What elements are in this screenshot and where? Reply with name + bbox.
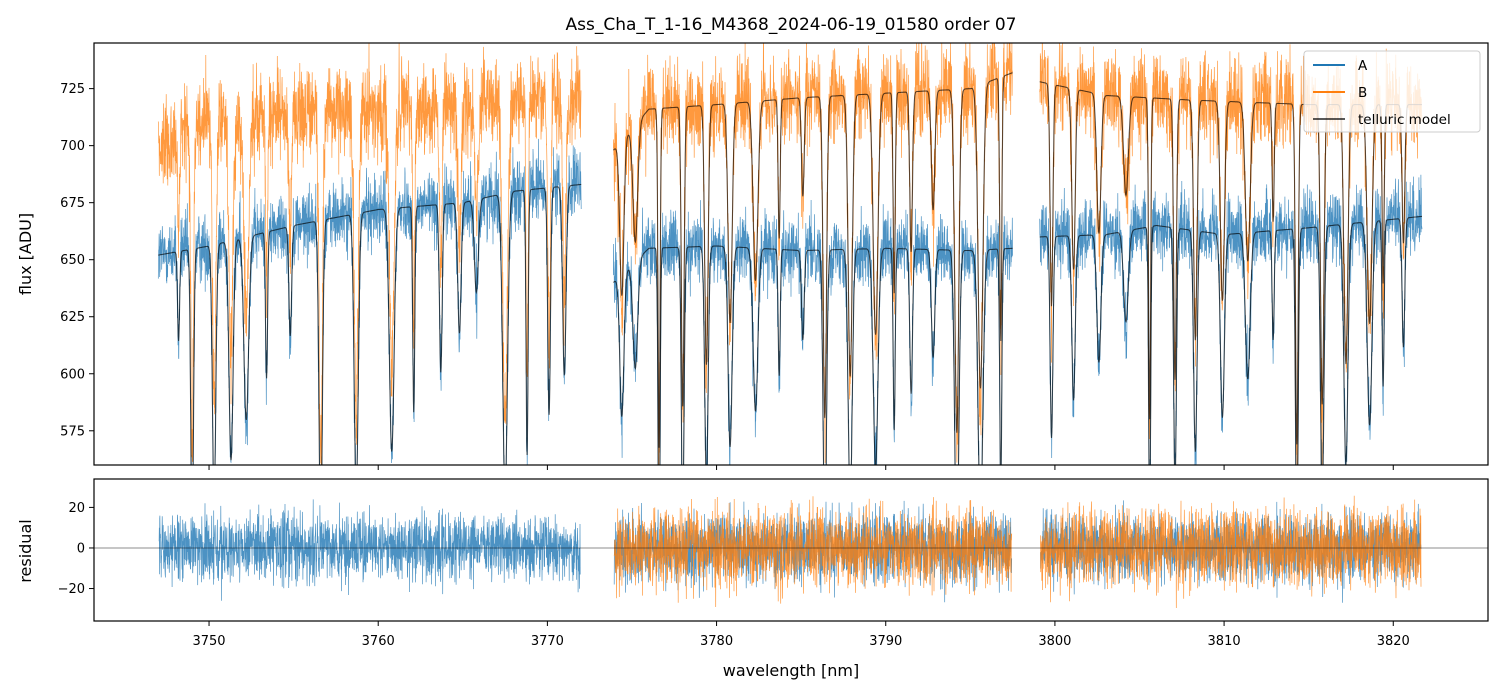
telluric-model-a-segment-1 [613, 245, 1013, 465]
legend-label-b: B [1358, 85, 1367, 101]
series-a-segment-0 [157, 138, 582, 465]
telluric-model-b-segment-2 [1039, 81, 1422, 445]
telluric-model-a-segment-2 [1039, 215, 1422, 465]
x-tick-label-3750: 3750 [192, 634, 225, 649]
residual-x-axis: 3750 3760 3770 3780 3790 3800 3810 3820 [192, 621, 1410, 649]
legend-label-a: A [1358, 58, 1368, 74]
main-x-axis [208, 465, 1394, 470]
y-tick-label-575: 575 [60, 424, 85, 439]
x-tick-label-3800: 3800 [1038, 634, 1071, 649]
y-tick-label-725: 725 [60, 82, 85, 97]
chart-title: Ass_Cha_T_1-16_M4368_2024-06-19_01580 or… [566, 15, 1017, 35]
residual-plot-frame [93, 478, 1489, 622]
telluric-model-a-segment-0 [158, 183, 582, 465]
x-tick-label-3770: 3770 [531, 634, 564, 649]
x-tick-label-3790: 3790 [869, 634, 902, 649]
main-plot-frame [93, 42, 1489, 466]
series-a-segment-2 [1039, 174, 1423, 465]
main-y-axis: 575 600 625 650 675 700 725 [60, 82, 94, 439]
residual-b-segment-1 [613, 496, 1013, 608]
x-axis-label: wavelength [nm] [723, 661, 860, 680]
y-tick-label-0: 0 [77, 541, 85, 556]
y-tick-label-600: 600 [60, 367, 85, 382]
legend-box [1303, 50, 1481, 133]
y-tick-label--20: −20 [58, 582, 85, 597]
y-tick-label-625: 625 [60, 310, 85, 325]
residual-b-segment-2 [1040, 495, 1422, 609]
telluric-model-b-segment-1 [613, 72, 1013, 448]
residual-plot-area [94, 495, 1488, 609]
y-tick-label-675: 675 [60, 196, 85, 211]
residual-y-axis: −20 0 20 [58, 501, 94, 597]
residual-y-axis-label: residual [16, 519, 35, 582]
main-y-axis-label: flux [ADU] [16, 213, 35, 295]
y-tick-label-20: 20 [68, 501, 85, 516]
x-tick-label-3760: 3760 [362, 634, 395, 649]
series-b-segment-0 [157, 43, 582, 465]
x-tick-label-3810: 3810 [1208, 634, 1241, 649]
legend: A B telluric model [1303, 50, 1481, 133]
main-plot-area [157, 43, 1423, 465]
y-tick-label-700: 700 [60, 139, 85, 154]
y-tick-label-650: 650 [60, 253, 85, 268]
x-tick-label-3780: 3780 [700, 634, 733, 649]
x-tick-label-3820: 3820 [1377, 634, 1410, 649]
residual-a-segment-0 [158, 499, 581, 601]
legend-label-telluric: telluric model [1358, 112, 1451, 128]
